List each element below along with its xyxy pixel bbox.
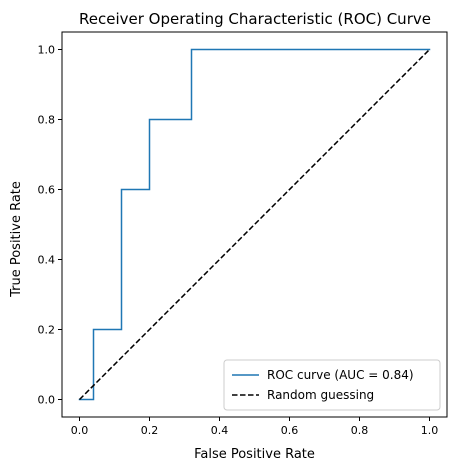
y-tick-label: 0.0 [38, 394, 56, 407]
x-axis-label: False Positive Rate [194, 447, 315, 462]
y-tick-label: 0.6 [38, 184, 56, 197]
legend-box [223, 359, 441, 411]
y-tick-label: 0.8 [38, 114, 56, 127]
x-tick-label: 0.0 [71, 424, 89, 437]
random-guessing-line [78, 48, 431, 401]
y-tick-label: 0.4 [38, 254, 56, 267]
legend-roc-label: ROC curve (AUC = 0.84) [267, 368, 414, 382]
roc-curve-line [78, 48, 431, 401]
x-tick-label: 0.8 [351, 424, 369, 437]
plot-layer [78, 48, 431, 401]
axes-layer: 0.0 0.2 0.4 0.6 0.8 1.0 0.0 0.2 0.4 0.6 0.8 1.0 [38, 31, 448, 437]
x-tick-label: 0.2 [141, 424, 159, 437]
x-tick-label: 0.4 [211, 424, 229, 437]
legend: ROC curve (AUC = 0.84) Random guessing [223, 359, 441, 411]
plot-frame [61, 31, 448, 418]
chart-title: Receiver Operating Characteristic (ROC) … [79, 10, 431, 28]
x-tick-label: 1.0 [421, 424, 439, 437]
y-tick-label: 0.2 [38, 324, 56, 337]
y-axis-label: True Positive Rate [9, 181, 24, 298]
y-tick-label: 1.0 [38, 44, 56, 57]
x-tick-label: 0.6 [281, 424, 299, 437]
legend-random-label: Random guessing [267, 388, 374, 402]
